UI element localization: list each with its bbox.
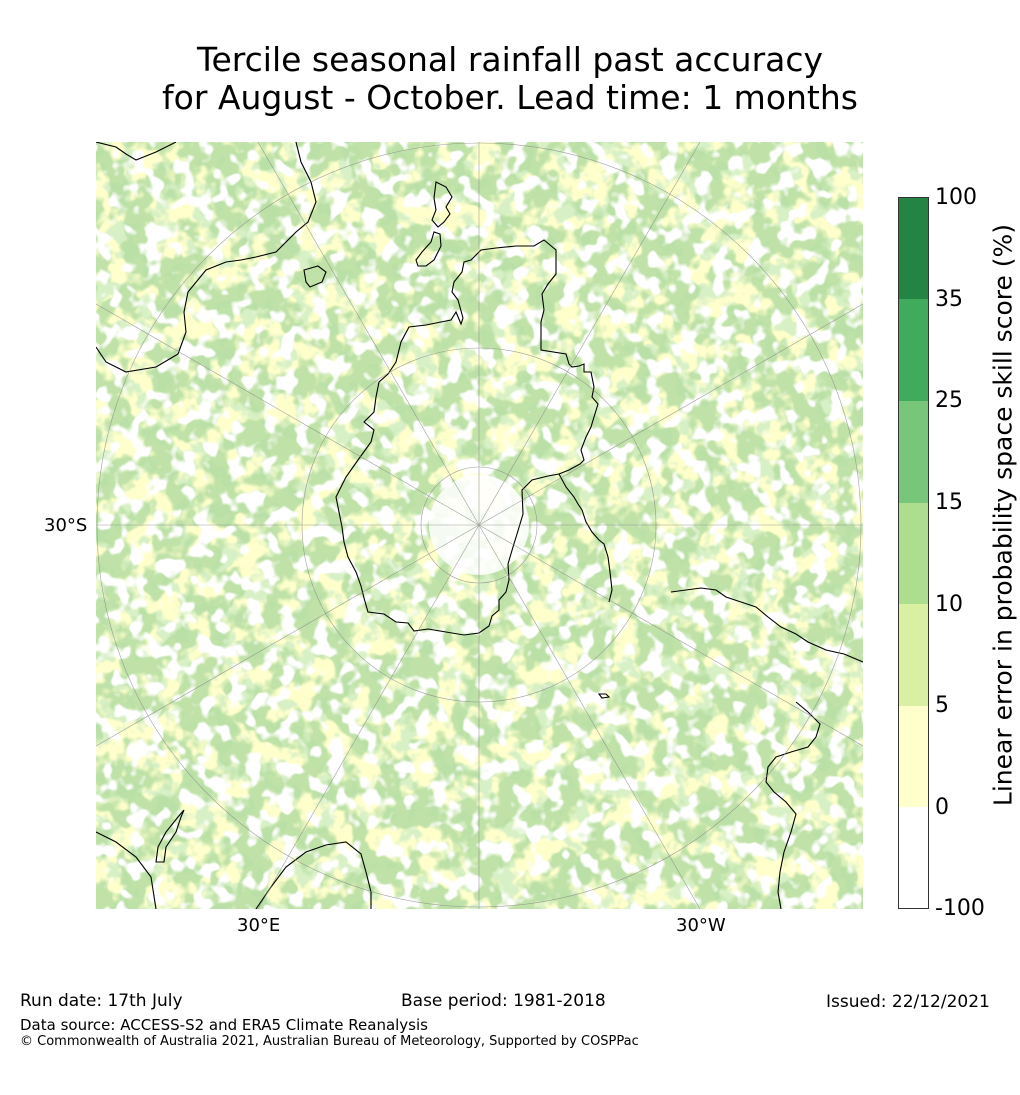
new-zealand-north <box>431 181 453 228</box>
colorbar-segment-35-100 <box>899 198 928 299</box>
meridian-240 <box>478 524 863 747</box>
graticule <box>96 142 863 909</box>
colorbar-tick-label: 100 <box>935 185 977 210</box>
colorbar-segment-15-25 <box>899 401 928 503</box>
skill-score-map <box>96 142 863 909</box>
colorbar-segment-neg100-0 <box>899 807 928 908</box>
longitude-label-30w: 30°W <box>676 915 726 936</box>
meridian-150 <box>257 524 480 909</box>
australia-coastline <box>96 142 317 373</box>
africa-west-edge <box>96 831 157 909</box>
colorbar-tick-label: 10 <box>935 592 963 617</box>
meridian-330 <box>478 142 701 526</box>
chart-title-line-1: Tercile seasonal rainfall past accuracy <box>196 40 824 79</box>
antarctica-coastline <box>335 239 599 636</box>
antarctic-peninsula <box>558 473 613 603</box>
meridian-60 <box>96 303 480 526</box>
base-period: Base period: 1981-2018 <box>401 991 606 1011</box>
meridian-120 <box>96 524 480 747</box>
colorbar-tick-label: 25 <box>935 388 963 413</box>
colorbar-label: Linear error in probability space skill … <box>988 223 1018 807</box>
africa-coastline <box>255 841 372 909</box>
meridian-300 <box>478 303 863 526</box>
colorbar <box>898 197 929 909</box>
issued-date: Issued: 22/12/2021 <box>826 992 990 1012</box>
colorbar-segment-0-5 <box>899 706 928 807</box>
coastlines <box>96 142 863 909</box>
colorbar-tick-label: 35 <box>935 287 963 312</box>
tasmania <box>303 265 327 288</box>
colorbar-tick-label: -100 <box>935 896 985 921</box>
run-date: Run date: 17th July <box>20 991 183 1011</box>
colorbar-tick-label: 5 <box>935 693 949 718</box>
meridian-30 <box>257 142 480 526</box>
data-source: Data source: ACCESS-S2 and ERA5 Climate … <box>20 1016 428 1034</box>
madagascar <box>155 809 185 863</box>
colorbar-segment-10-15 <box>899 503 928 604</box>
colorbar-segment-5-10 <box>899 604 928 706</box>
chart-title-line-2: for August - October. Lead time: 1 month… <box>162 78 858 117</box>
colorbar-segment-25-35 <box>899 299 928 401</box>
new-zealand-south <box>415 231 442 267</box>
meridian-210 <box>478 524 701 909</box>
papua-australia-top <box>96 142 177 161</box>
colorbar-tick-label: 15 <box>935 490 963 515</box>
south-america-coastline <box>670 587 863 663</box>
latitude-label-30s: 30°S <box>44 515 88 536</box>
copyright: © Commonwealth of Australia 2021, Austra… <box>20 1034 639 1049</box>
south-america-west-coast <box>765 701 821 909</box>
longitude-label-30e: 30°E <box>237 915 281 936</box>
falklands <box>597 693 611 699</box>
colorbar-tick-label: 0 <box>935 795 949 820</box>
